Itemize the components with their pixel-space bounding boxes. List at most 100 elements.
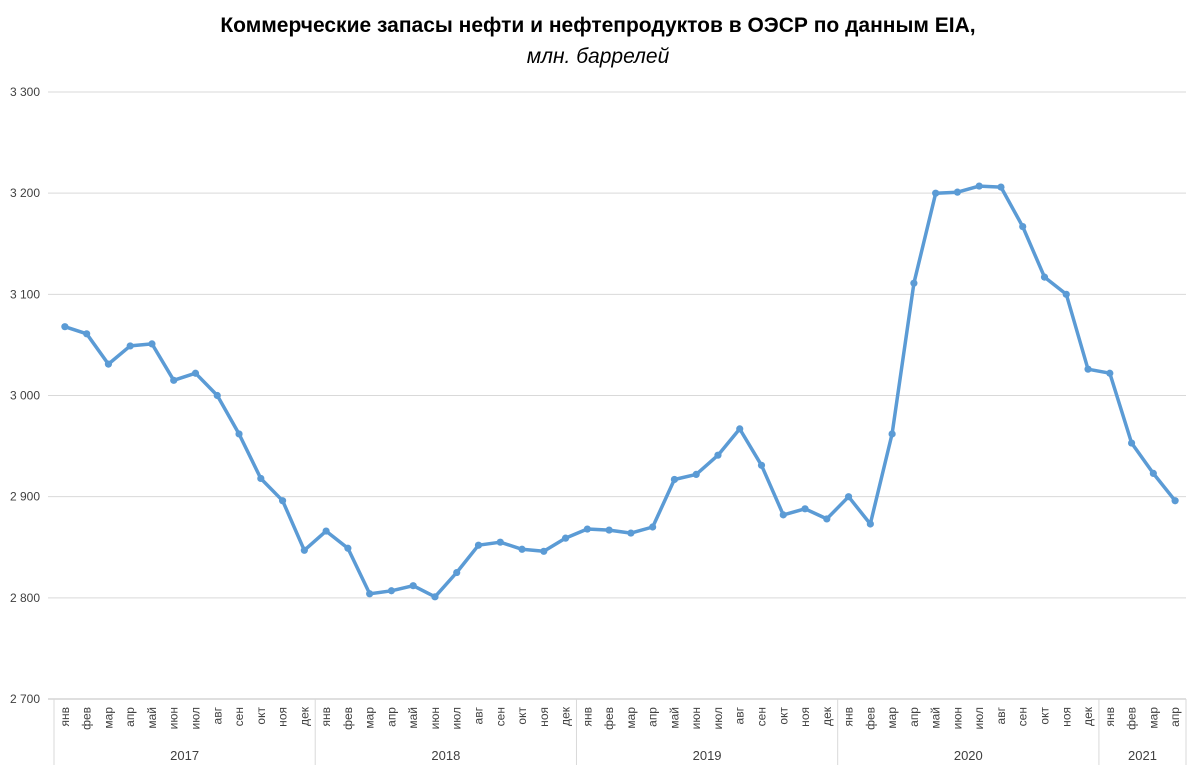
x-tick-label: мар bbox=[885, 707, 899, 729]
x-tick-label: дек bbox=[820, 706, 834, 726]
x-tick-label: сен bbox=[232, 707, 246, 726]
data-point bbox=[213, 391, 221, 400]
x-group-label: 2018 bbox=[431, 748, 460, 763]
data-point bbox=[823, 515, 831, 523]
x-tick-label: май bbox=[929, 707, 943, 729]
data-point bbox=[496, 538, 504, 546]
x-tick-label: июл bbox=[711, 707, 725, 729]
x-tick-label: фев bbox=[341, 707, 355, 730]
series-oecd-stocks bbox=[61, 182, 1179, 601]
x-tick-label: мар bbox=[624, 707, 638, 729]
x-tick-label: апр bbox=[646, 707, 660, 727]
x-tick-label: авг bbox=[210, 706, 224, 724]
x-tick-label: ноя bbox=[537, 707, 551, 727]
x-tick-label: янв bbox=[842, 707, 856, 727]
data-point bbox=[1106, 369, 1114, 377]
data-point bbox=[83, 330, 91, 338]
data-point bbox=[148, 340, 156, 348]
x-tick-label: ноя bbox=[798, 707, 812, 727]
data-point bbox=[866, 520, 874, 528]
data-point bbox=[801, 505, 809, 513]
x-tick-label: янв bbox=[580, 707, 594, 727]
x-tick-label: фев bbox=[80, 707, 94, 730]
x-tick-label: окт bbox=[515, 707, 529, 725]
data-point bbox=[692, 470, 700, 479]
x-tick-label: апр bbox=[907, 707, 921, 727]
x-tick-label: авг bbox=[994, 706, 1008, 724]
x-tick-label: сен bbox=[1016, 707, 1030, 726]
data-point bbox=[1019, 222, 1027, 231]
data-point bbox=[344, 544, 352, 552]
data-point bbox=[235, 430, 243, 438]
data-point bbox=[300, 546, 308, 554]
data-point bbox=[583, 525, 591, 533]
x-tick-label: фев bbox=[602, 707, 616, 730]
x-tick-label: апр bbox=[1168, 707, 1182, 727]
data-point bbox=[975, 182, 983, 190]
data-point bbox=[257, 474, 265, 483]
x-tick-label: июн bbox=[689, 707, 703, 729]
x-tick-label: янв bbox=[58, 707, 72, 727]
data-point bbox=[366, 590, 374, 598]
x-tick-label: май bbox=[667, 707, 681, 729]
data-point bbox=[1040, 273, 1049, 281]
data-point bbox=[1062, 290, 1070, 298]
data-point bbox=[736, 425, 744, 433]
x-tick-label: окт bbox=[776, 707, 790, 725]
data-point bbox=[61, 323, 69, 331]
x-tick-label: июл bbox=[450, 707, 464, 729]
x-tick-label: мар bbox=[363, 707, 377, 729]
data-point bbox=[997, 183, 1005, 191]
x-tick-label: авг bbox=[733, 706, 747, 724]
x-tick-label: апр bbox=[384, 707, 398, 727]
x-tick-label: ноя bbox=[1059, 707, 1073, 727]
x-tick-label: дек bbox=[297, 706, 311, 726]
x-tick-label: апр bbox=[123, 707, 137, 727]
x-tick-label: мар bbox=[1146, 707, 1160, 729]
x-tick-label: дек bbox=[559, 706, 573, 726]
x-tick-label: окт bbox=[1038, 707, 1052, 725]
data-point bbox=[431, 593, 439, 601]
x-tick-label: июл bbox=[189, 707, 203, 729]
x-tick-label: сен bbox=[755, 707, 769, 726]
x-tick-label: июн bbox=[950, 707, 964, 729]
series-line bbox=[63, 184, 1177, 599]
x-tick-label: авг bbox=[472, 706, 486, 724]
chart-subtitle: млн. баррелей bbox=[526, 45, 670, 68]
data-point bbox=[561, 534, 570, 542]
data-point bbox=[191, 369, 200, 377]
data-point bbox=[605, 526, 613, 534]
data-point bbox=[888, 430, 896, 438]
x-group-label: 2020 bbox=[954, 748, 983, 763]
x-tick-label: июл bbox=[972, 707, 986, 729]
x-tick-label: ноя bbox=[276, 707, 290, 727]
x-tick-label: июн bbox=[428, 707, 442, 729]
data-point bbox=[1149, 469, 1157, 477]
data-point bbox=[670, 475, 679, 484]
data-point bbox=[1171, 497, 1179, 505]
y-tick-label: 2 800 bbox=[10, 591, 40, 605]
x-group-label: 2021 bbox=[1128, 748, 1157, 763]
y-axis: 2 700 2 800 2 900 3 000 3 100 3 200 3 300 bbox=[10, 85, 40, 706]
data-point bbox=[953, 188, 962, 196]
data-point bbox=[474, 541, 483, 549]
x-tick-label: окт bbox=[254, 707, 268, 725]
x-tick-label: июн bbox=[167, 707, 181, 729]
x-tick-label: янв bbox=[319, 707, 333, 727]
x-group-label: 2019 bbox=[693, 748, 722, 763]
x-tick-label: май bbox=[406, 707, 420, 729]
data-point bbox=[104, 360, 113, 368]
x-tick-label: сен bbox=[493, 707, 507, 726]
data-point bbox=[126, 342, 134, 350]
x-tick-label: фев bbox=[863, 707, 877, 730]
data-point bbox=[714, 451, 722, 459]
data-point bbox=[757, 461, 766, 469]
x-tick-label: фев bbox=[1125, 707, 1139, 730]
data-point bbox=[779, 511, 787, 519]
x-tick-label: май bbox=[145, 707, 159, 729]
data-point bbox=[518, 545, 526, 553]
x-axis: янв фев мар апр май июн июл авг сен окт ноя дек янв ф… bbox=[53, 699, 1187, 765]
y-tick-label: 3 100 bbox=[10, 287, 40, 301]
y-tick-label: 3 000 bbox=[10, 389, 40, 403]
y-tick-label: 2 900 bbox=[10, 490, 40, 504]
